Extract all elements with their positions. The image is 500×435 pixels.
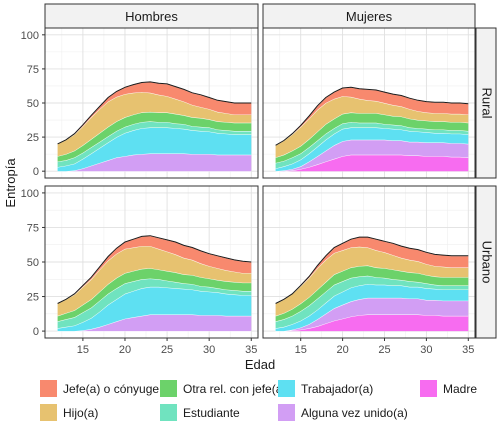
area-alguna-vez-unido-a (275, 139, 469, 172)
total-entropy-line (275, 86, 469, 146)
y-tick-label: 0 (33, 326, 39, 338)
area-trabajador-a (57, 286, 252, 332)
legend-item-jefe-a-o-conyuge: Jefe(a) o cónyuge (40, 380, 159, 397)
legend-swatch-alguna-vez-unido-a (278, 404, 295, 421)
y-tick-label: 25 (27, 292, 39, 304)
area-alguna-vez-unido-a (275, 297, 469, 332)
area-jefe-a-o-conyuge (275, 87, 469, 146)
x-tick-label: 30 (203, 344, 215, 356)
legend-label-estudiante: Estudiante (183, 406, 240, 420)
area-estudiante (57, 278, 252, 329)
area-hijo-a (275, 246, 469, 316)
y-tick-label: 50 (27, 98, 39, 110)
area-trabajador-a (57, 127, 252, 172)
legend-item-trabajador-a: Trabajador(a) (278, 380, 373, 397)
area-trabajador-a (275, 127, 469, 172)
y-tick-label: 100 (21, 30, 39, 42)
y-tick-label: 25 (27, 132, 39, 144)
legend-swatch-estudiante (160, 404, 177, 421)
x-tick-label: 20 (336, 344, 348, 356)
area-madre (275, 314, 469, 332)
facet-strip-rural (475, 27, 497, 179)
facet-label-rural: Rural (480, 87, 495, 118)
x-axis-title: Edad (245, 357, 275, 372)
panel-hombres-rural: 0 25 50 75 100 (21, 27, 259, 179)
total-entropy-line (275, 236, 469, 304)
area-otra-rel-con-jefe-a (57, 111, 252, 162)
legend-swatch-otra-rel-con-jefe-a (160, 380, 177, 397)
total-entropy-line (57, 235, 252, 304)
panel-mujeres-urbano-border (262, 185, 476, 339)
area-alguna-vez-unido-a (57, 153, 252, 172)
area-otra-rel-con-jefe-a (275, 265, 469, 322)
total-entropy-line (57, 81, 252, 145)
area-madre (275, 154, 469, 172)
x-tick-label: 25 (378, 344, 390, 356)
facet-strip-mujeres (262, 3, 476, 29)
area-otra-rel-con-jefe-a (275, 112, 469, 163)
legend-label-alguna-vez-unido-a: Alguna vez unido(a) (301, 406, 408, 420)
legend-item-otra-rel-con-jefe-a: Otra rel. con jefe(a) (160, 380, 286, 397)
area-otra-rel-con-jefe-a (57, 268, 252, 322)
y-tick-label: 0 (33, 166, 39, 178)
legend-label-madre: Madre (443, 382, 477, 396)
panel-mujeres-urbano: 15 20 25 30 35 (262, 185, 476, 356)
legend-label-trabajador-a: Trabajador(a) (301, 382, 373, 396)
y-tick-label: 100 (21, 188, 39, 200)
y-tick-label: 75 (27, 222, 39, 234)
legend-swatch-trabajador-a (278, 380, 295, 397)
area-estudiante (275, 275, 469, 329)
area-jefe-a-o-conyuge (57, 235, 252, 304)
legend-swatch-madre (420, 380, 437, 397)
legend-label-jefe-a-o-conyuge: Jefe(a) o cónyuge (63, 382, 159, 396)
y-tick-label: 50 (27, 257, 39, 269)
y-axis-title: Entropía (3, 158, 18, 208)
facet-strip-urbano (475, 185, 497, 339)
area-trabajador-a (275, 284, 469, 332)
panel-mujeres-rural (262, 27, 476, 179)
area-hijo-a (57, 92, 252, 157)
area-jefe-a-o-conyuge (275, 237, 469, 304)
legend-label-hijo-a: Hijo(a) (63, 406, 98, 420)
x-tick-label: 35 (245, 344, 257, 356)
facet-label-urbano: Urbano (480, 241, 495, 284)
x-tick-label: 25 (161, 344, 173, 356)
panel-hombres-urbano: 0 25 50 75 100 15 20 25 30 35 (21, 185, 259, 356)
x-tick-label: 15 (77, 344, 89, 356)
panel-mujeres-rural-border (262, 27, 476, 179)
x-tick-label: 20 (119, 344, 131, 356)
legend-item-alguna-vez-unido-a: Alguna vez unido(a) (278, 404, 408, 421)
area-alguna-vez-unido-a (57, 314, 252, 332)
area-hijo-a (275, 96, 469, 158)
x-tick-label: 15 (295, 344, 307, 356)
x-tick-label: 30 (420, 344, 432, 356)
legend-swatch-hijo-a (40, 404, 57, 421)
legend-swatch-jefe-a-o-conyuge (40, 380, 57, 397)
legend-item-madre: Madre (420, 380, 477, 397)
facet-strip-hombres (44, 3, 259, 29)
x-tick-label: 35 (462, 344, 474, 356)
legend-label-otra-rel-con-jefe-a: Otra rel. con jefe(a) (183, 382, 286, 396)
facet-label-mujeres: Mujeres (346, 9, 393, 24)
legend-item-estudiante: Estudiante (160, 404, 240, 421)
legend-item-hijo-a: Hijo(a) (40, 404, 98, 421)
facet-label-hombres: Hombres (125, 9, 178, 24)
area-estudiante (275, 122, 469, 169)
area-jefe-a-o-conyuge (57, 81, 252, 144)
area-hijo-a (57, 246, 252, 316)
y-tick-label: 75 (27, 64, 39, 76)
